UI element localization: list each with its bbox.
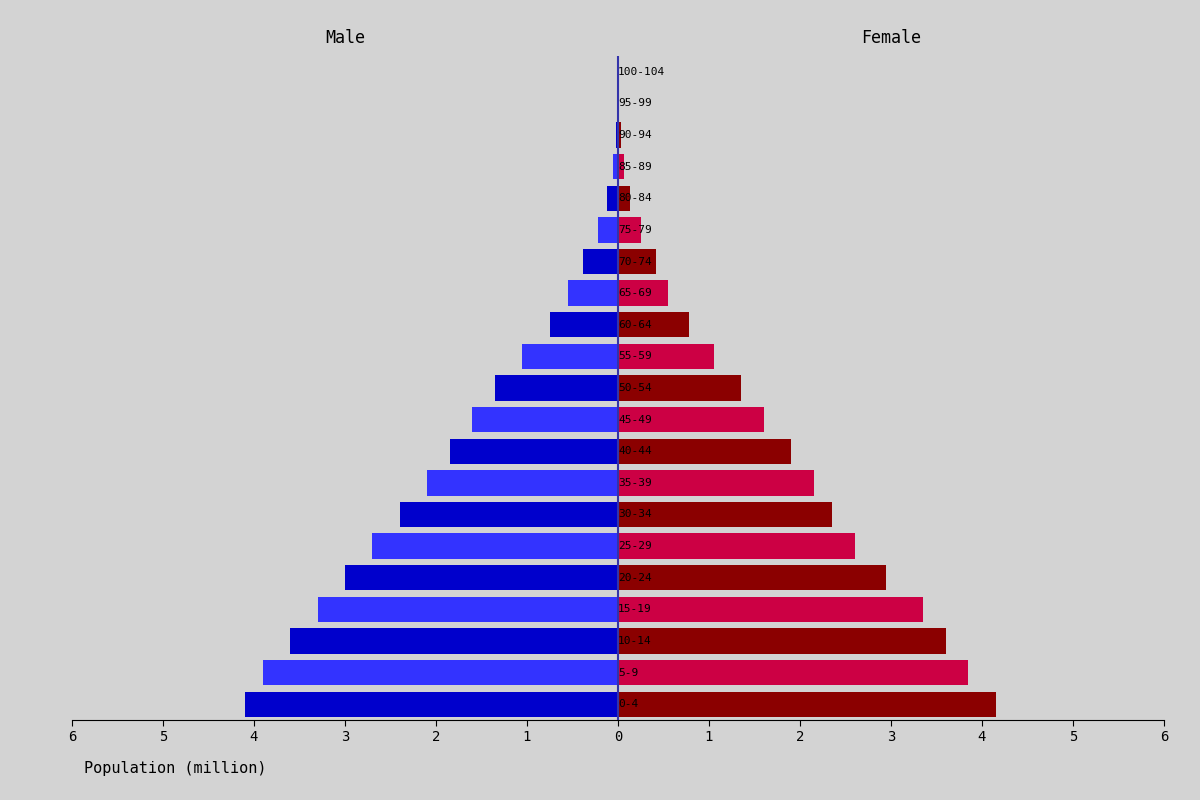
Text: Male: Male	[325, 29, 365, 46]
Text: 75-79: 75-79	[618, 225, 652, 235]
Text: Population (million): Population (million)	[84, 761, 266, 776]
Bar	[612, 154, 618, 179]
Bar	[618, 470, 814, 495]
Bar	[473, 407, 618, 432]
Bar	[522, 344, 618, 369]
Text: 100-104: 100-104	[618, 67, 666, 77]
Bar	[550, 312, 618, 338]
Text: 55-59: 55-59	[618, 351, 652, 362]
Bar	[618, 502, 832, 527]
Bar	[618, 565, 887, 590]
Bar	[618, 154, 624, 179]
Bar	[450, 438, 618, 464]
Text: 10-14: 10-14	[618, 636, 652, 646]
Bar	[618, 438, 791, 464]
Bar	[427, 470, 618, 495]
Bar	[496, 375, 618, 401]
Bar	[263, 660, 618, 686]
Bar	[318, 597, 618, 622]
Bar	[618, 660, 968, 686]
Bar	[583, 249, 618, 274]
Bar	[618, 344, 714, 369]
Text: 45-49: 45-49	[618, 414, 652, 425]
Bar	[618, 312, 689, 338]
Bar	[618, 534, 854, 558]
Bar	[618, 628, 946, 654]
Text: 50-54: 50-54	[618, 383, 652, 393]
Text: 40-44: 40-44	[618, 446, 652, 456]
Bar	[616, 122, 618, 148]
Text: 0-4: 0-4	[618, 699, 638, 709]
Text: 20-24: 20-24	[618, 573, 652, 582]
Text: 30-34: 30-34	[618, 510, 652, 519]
Bar	[245, 691, 618, 717]
Bar	[400, 502, 618, 527]
Text: 60-64: 60-64	[618, 320, 652, 330]
Text: 65-69: 65-69	[618, 288, 652, 298]
Bar	[618, 691, 996, 717]
Text: 25-29: 25-29	[618, 541, 652, 551]
Bar	[618, 597, 923, 622]
Bar	[618, 186, 630, 211]
Text: 35-39: 35-39	[618, 478, 652, 488]
Bar	[598, 218, 618, 242]
Text: 80-84: 80-84	[618, 194, 652, 203]
Bar	[618, 281, 668, 306]
Bar	[607, 186, 618, 211]
Text: 95-99: 95-99	[618, 98, 652, 109]
Bar	[618, 249, 656, 274]
Bar	[618, 375, 740, 401]
Text: 90-94: 90-94	[618, 130, 652, 140]
Bar	[618, 407, 763, 432]
Text: 5-9: 5-9	[618, 667, 638, 678]
Bar	[290, 628, 618, 654]
Text: 85-89: 85-89	[618, 162, 652, 172]
Text: 15-19: 15-19	[618, 604, 652, 614]
Text: 70-74: 70-74	[618, 257, 652, 266]
Bar	[568, 281, 618, 306]
Bar	[372, 534, 618, 558]
Text: Female: Female	[862, 29, 922, 46]
Bar	[346, 565, 618, 590]
Bar	[618, 122, 620, 148]
Bar	[618, 218, 641, 242]
